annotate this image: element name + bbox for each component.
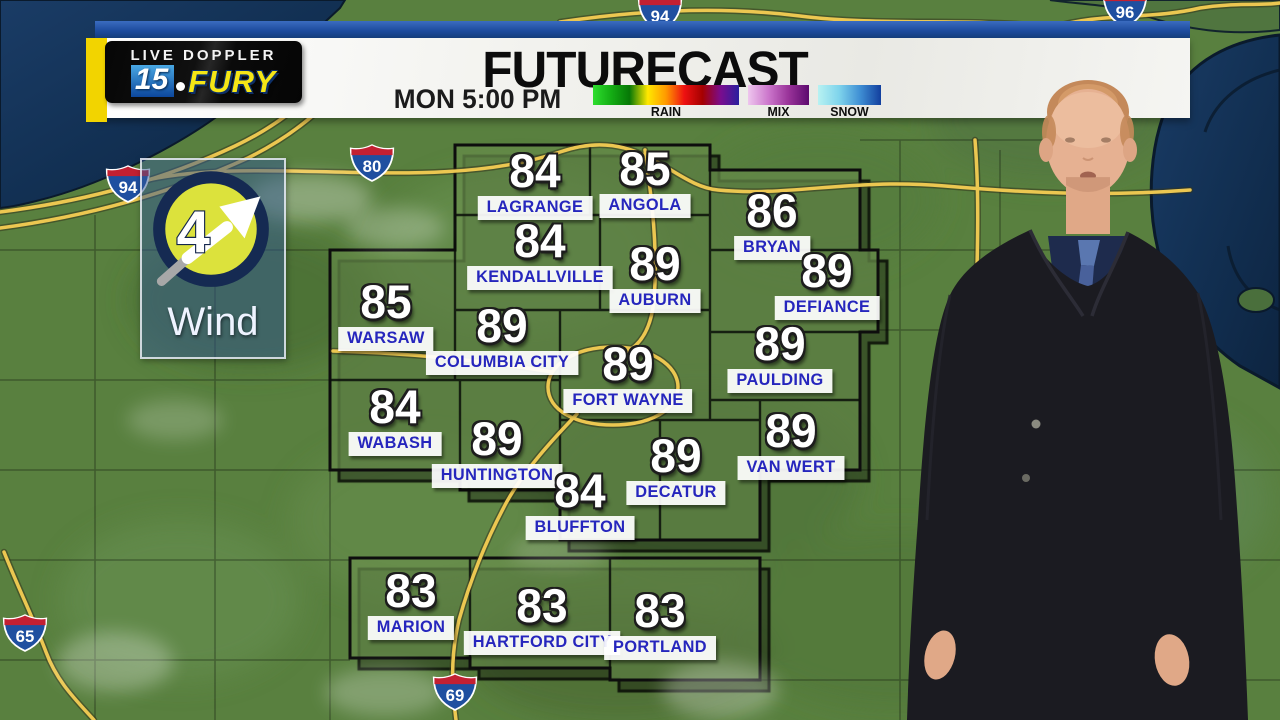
mix-legend-label: MIX: [767, 104, 790, 119]
wind-direction-arrow-icon: [156, 196, 261, 286]
interstate-shield: 65: [2, 614, 48, 652]
temperature-value: 89: [754, 317, 806, 370]
city-temp-label: 84 BLUFFTON: [525, 464, 635, 540]
snow-legend-label: SNOW: [830, 104, 869, 119]
network-peacock-icon: [176, 81, 186, 91]
city-name-badge: PAULDING: [727, 369, 833, 393]
logo-live-doppler-text: LIVE DOPPLER: [130, 47, 277, 64]
city-temp-label: 89 DECATUR: [626, 429, 726, 505]
city-name-badge: BLUFFTON: [525, 516, 635, 540]
temperature-value: 89: [476, 299, 528, 352]
weather-presenter: [907, 80, 1248, 720]
temperature-value: 83: [516, 579, 568, 632]
temperature-value: 84: [509, 144, 561, 197]
city-temp-label: 84 KENDALLVILLE: [466, 214, 613, 290]
interstate-shield: 69: [432, 673, 478, 711]
city-name-badge: COLUMBIA CITY: [425, 351, 579, 375]
rain-legend-label: RAIN: [650, 104, 682, 119]
temperature-value: 84: [514, 214, 566, 267]
interstate-shield: 80: [349, 144, 395, 182]
temperature-value: 89: [629, 237, 681, 290]
svg-text:80: 80: [363, 157, 382, 176]
temperature-value: 89: [471, 412, 523, 465]
temperature-value: 89: [650, 429, 702, 482]
city-name-badge: ANGOLA: [599, 194, 691, 218]
temperature-value: 89: [765, 404, 817, 457]
wind-dial: 4: [153, 171, 269, 287]
temperature-value: 85: [619, 142, 671, 195]
wind-widget: 4: [140, 158, 286, 359]
temperature-value: 84: [554, 464, 606, 517]
cloud-overlay: [57, 174, 778, 718]
svg-text:96: 96: [1116, 3, 1135, 22]
city-name-badge: MARION: [367, 616, 455, 640]
svg-text:94: 94: [119, 178, 138, 197]
wind-label: Wind: [167, 300, 259, 344]
temperature-value: 84: [369, 380, 421, 433]
temperature-value: 89: [801, 244, 853, 297]
temperature-value: 83: [634, 584, 686, 637]
city-temp-label: 89 PAULDING: [727, 317, 833, 393]
city-temp-label: 84 WABASH: [348, 380, 442, 456]
city-temp-label: 85 ANGOLA: [599, 142, 691, 218]
mix-intensity-scale: [748, 85, 809, 105]
city-temp-label: 86 BRYAN: [734, 184, 811, 260]
city-name-badge: VAN WERT: [737, 456, 845, 480]
logo-accent-bar: [86, 38, 107, 122]
city-temp-label: 89 AUBURN: [609, 237, 701, 313]
city-temp-label: 83 MARION: [367, 564, 455, 640]
temperature-value: 86: [746, 184, 798, 237]
city-name-badge: FORT WAYNE: [563, 389, 693, 413]
city-name-badge: WARSAW: [338, 327, 434, 351]
city-name-badge: WABASH: [348, 432, 442, 456]
rain-intensity-scale: [593, 85, 739, 105]
city-temp-label: 83 HARTFORD CITY: [463, 579, 621, 655]
city-name-badge: AUBURN: [609, 289, 701, 313]
city-name-badge: BRYAN: [734, 236, 810, 260]
city-temp-label: 84 LAGRANGE: [477, 144, 593, 220]
city-name-badge: DECATUR: [626, 481, 726, 505]
city-temp-label: 83 PORTLAND: [604, 584, 717, 660]
city-name-badge: HARTFORD CITY: [463, 631, 621, 655]
logo-fury-text: FURY: [188, 63, 277, 99]
city-temp-label: 89 FORT WAYNE: [563, 337, 693, 413]
city-name-badge: HUNTINGTON: [431, 464, 563, 488]
channel-number: 15: [130, 65, 175, 97]
city-name-badge: LAGRANGE: [477, 196, 593, 220]
city-temp-label: 89 HUNTINGTON: [431, 412, 563, 488]
svg-text:69: 69: [446, 686, 465, 705]
city-temp-label: 89 COLUMBIA CITY: [425, 299, 579, 375]
station-logo: LIVE DOPPLER 15 FURY: [105, 41, 302, 103]
city-temp-label: 89 VAN WERT: [737, 404, 845, 480]
svg-text:65: 65: [16, 627, 35, 646]
city-name-badge: DEFIANCE: [774, 296, 880, 320]
wind-speed-value: 4: [177, 198, 210, 265]
temperature-value: 85: [360, 275, 412, 328]
city-name-badge: PORTLAND: [604, 636, 716, 660]
temperature-value: 83: [385, 564, 437, 617]
header-blue-bar: [95, 21, 1190, 38]
city-temp-label: 89 DEFIANCE: [774, 244, 880, 320]
temperature-value: 89: [602, 337, 654, 390]
city-temp-label: 85 WARSAW: [338, 275, 434, 351]
snow-intensity-scale: [818, 85, 881, 105]
city-name-badge: KENDALLVILLE: [467, 266, 613, 290]
forecast-timestamp: MON 5:00 PM: [393, 84, 562, 114]
